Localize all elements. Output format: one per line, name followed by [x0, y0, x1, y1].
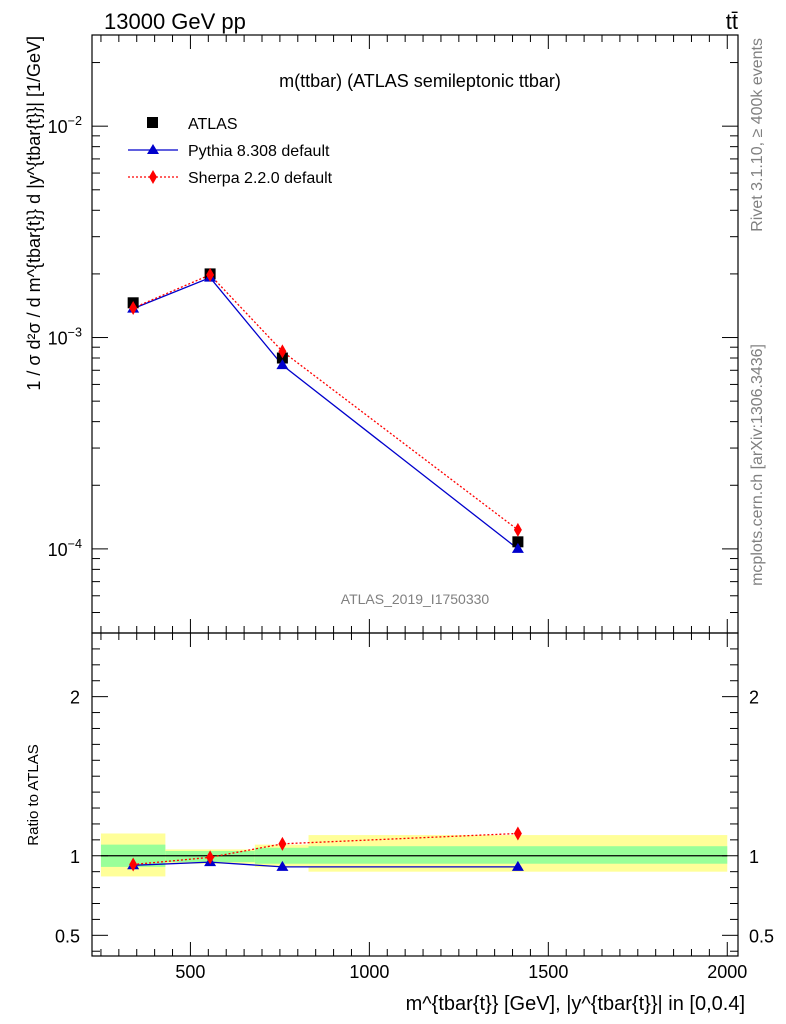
- sherpa-point: [129, 300, 138, 315]
- ratio-frame: [91, 632, 739, 957]
- legend-sherpa-label: Sherpa 2.2.0 default: [188, 170, 333, 187]
- atlas-point: [512, 536, 524, 548]
- y-axis-label-main: 1 / σ d²σ / d m^{tbar{t}} d |y^{tbar{t}}…: [24, 36, 44, 391]
- legend-pythia-marker: [147, 144, 159, 154]
- analysis-label: ATLAS_2019_I1750330: [341, 591, 490, 607]
- ratio-tick-label-right: 2: [749, 688, 759, 708]
- x-axis-label: m^{tbar{t}} [GeV], |y^{tbar{t}}| in [0,0…: [406, 993, 745, 1015]
- pythia-ratio-line: [133, 861, 518, 868]
- legend-sherpa-marker: [149, 170, 157, 184]
- sherpa-ratio-point: [513, 826, 522, 841]
- ratio-tick-label-right: 0.5: [749, 926, 774, 946]
- sherpa-ratio-point: [278, 836, 287, 851]
- ratio-tick-label-right: 1: [749, 847, 759, 867]
- y-axis-label-ratio: Ratio to ATLAS: [25, 744, 42, 845]
- pythia-ratio-point: [276, 860, 289, 871]
- y-tick-label: 10−2: [48, 114, 82, 137]
- x-tick-label: 1000: [349, 962, 389, 982]
- sherpa-point: [278, 344, 287, 359]
- legend: ATLAS Pythia 8.308 default Sherpa 2.2.0 …: [128, 116, 333, 187]
- y-tick-label: 10−3: [48, 326, 82, 349]
- pythia-ratio-point: [511, 860, 524, 871]
- pythia-point: [276, 359, 289, 370]
- main-title: m(ttbar) (ATLAS semileptonic ttbar): [279, 71, 561, 91]
- series-markers: [127, 267, 524, 872]
- sherpa-ratio-point: [206, 850, 215, 865]
- ratio-tick-label: 2: [70, 688, 80, 708]
- header-left: 13000 GeV pp: [104, 9, 246, 34]
- sherpa-ratio-point: [129, 857, 138, 872]
- sherpa-ratio-line: [133, 832, 518, 866]
- legend-atlas-label: ATLAS: [188, 116, 238, 133]
- ratio-band-inner: [308, 846, 728, 864]
- mcplots-label: mcplots.cern.ch [arXiv:1306.3436]: [749, 344, 766, 586]
- axis-ticks: 500 1000 1500 2000 10−4 10−3 10−2 0.5 0.5 1 1 2 2: [48, 35, 774, 982]
- sherpa-line: [132, 274, 519, 531]
- header-right: tt̄: [726, 9, 738, 34]
- ratio-tick-label: 0.5: [55, 926, 80, 946]
- x-tick-label: 500: [175, 962, 205, 982]
- pythia-point: [511, 542, 524, 553]
- legend-pythia-label: Pythia 8.308 default: [188, 143, 330, 160]
- ratio-bands: [100, 833, 728, 877]
- sherpa-point: [206, 267, 215, 282]
- legend-atlas-marker: [147, 117, 158, 128]
- pythia-line: [132, 276, 519, 550]
- ratio-tick-label: 1: [70, 847, 80, 867]
- x-tick-label: 1500: [528, 962, 568, 982]
- y-tick-label: 10−4: [48, 537, 82, 560]
- sherpa-point: [513, 522, 522, 537]
- x-tick-label: 2000: [707, 962, 747, 982]
- rivet-label: Rivet 3.1.10, ≥ 400k events: [749, 38, 766, 232]
- series-lines: [132, 274, 519, 868]
